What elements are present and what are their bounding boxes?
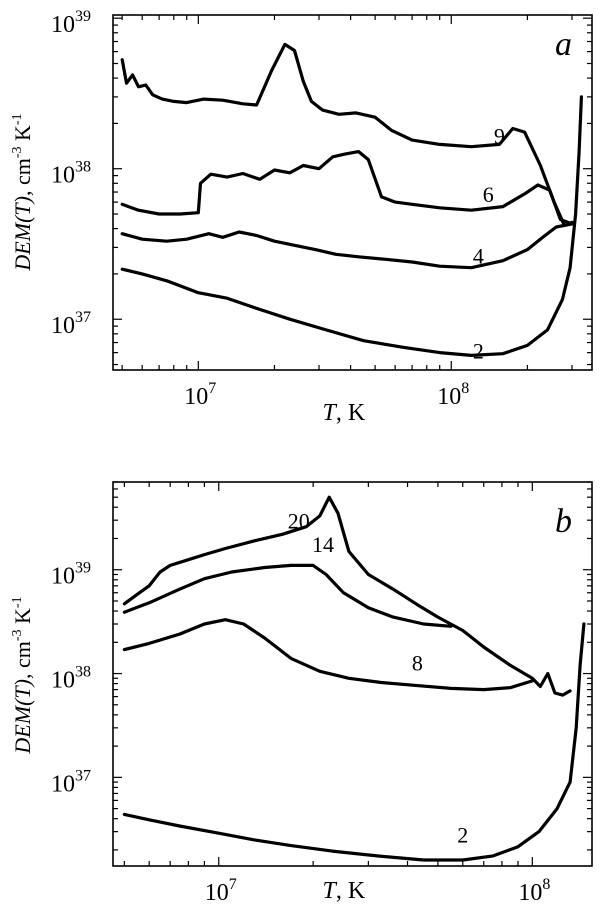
x-axis-title-symbol: T bbox=[323, 878, 338, 904]
x-tick-label: 107 bbox=[184, 380, 216, 410]
plot-frame bbox=[112, 14, 593, 371]
plot-frame bbox=[112, 481, 593, 867]
series-label-20: 20 bbox=[288, 508, 310, 533]
y-tick-label: 1037 bbox=[51, 309, 91, 339]
x-tick-label-base: 10 bbox=[205, 880, 229, 904]
x-tick-label: 108 bbox=[518, 876, 550, 904]
series-line-4 bbox=[120, 222, 574, 270]
y-tick-label-exponent: 37 bbox=[75, 767, 91, 784]
y-axis-title-symbol: DEM(T) bbox=[10, 679, 35, 755]
y-axis-title-exponent: -1 bbox=[10, 596, 25, 608]
y-tick-label: 1039 bbox=[51, 560, 91, 590]
series-line-2 bbox=[122, 622, 586, 862]
y-tick-label-exponent: 39 bbox=[75, 8, 91, 25]
series-label-2: 2 bbox=[457, 823, 468, 848]
x-axis-title-symbol: T bbox=[323, 400, 338, 426]
y-tick-label: 1038 bbox=[51, 664, 91, 694]
series-label-14: 14 bbox=[312, 532, 334, 557]
x-axis-title: T, K bbox=[323, 878, 366, 904]
y-axis-title-unit-k: K bbox=[10, 125, 35, 147]
y-axis-title-exponent: -1 bbox=[10, 113, 25, 125]
x-tick-label-exponent: 8 bbox=[461, 380, 469, 397]
x-axis-title-unit: , K bbox=[336, 878, 366, 904]
x-tick-label: 107 bbox=[205, 876, 237, 904]
y-axis-title-exponent: -3 bbox=[10, 146, 25, 158]
x-tick-label-base: 10 bbox=[437, 384, 461, 410]
y-tick-label: 1038 bbox=[51, 159, 91, 189]
x-tick-label: 108 bbox=[437, 380, 469, 410]
y-axis-title-unit: , cm bbox=[10, 641, 35, 679]
x-tick-label-base: 10 bbox=[184, 384, 208, 410]
series-line-2 bbox=[120, 95, 583, 357]
y-tick-label-base: 10 bbox=[51, 163, 75, 189]
series-label-4: 4 bbox=[473, 243, 484, 268]
series-line-20 bbox=[122, 495, 572, 697]
y-axis-title: DEM(T), cm-3 K-1 bbox=[10, 113, 35, 271]
series-line-14 bbox=[122, 563, 453, 628]
y-tick-label-exponent: 38 bbox=[75, 159, 91, 176]
y-tick-label-base: 10 bbox=[51, 12, 75, 38]
panel-letter: a bbox=[555, 26, 572, 63]
y-tick-label: 1039 bbox=[51, 8, 91, 38]
series-line-8 bbox=[122, 618, 534, 692]
series-line-6 bbox=[120, 150, 574, 226]
series-label-2: 2 bbox=[473, 338, 484, 363]
x-axis-title: T, K bbox=[323, 400, 366, 426]
series-line-9 bbox=[120, 42, 574, 227]
x-tick-label-base: 10 bbox=[518, 880, 542, 904]
y-tick-label-base: 10 bbox=[51, 564, 75, 590]
panel-letter: b bbox=[555, 503, 572, 540]
y-axis-title: DEM(T), cm-3 K-1 bbox=[10, 596, 35, 754]
y-axis-title-unit-k: K bbox=[10, 608, 35, 630]
y-axis-title-unit: , cm bbox=[10, 158, 35, 196]
x-tick-label-exponent: 8 bbox=[542, 876, 550, 893]
series-label-9: 9 bbox=[494, 124, 505, 149]
y-tick-label: 1037 bbox=[51, 767, 91, 797]
y-axis-title-exponent: -3 bbox=[10, 629, 25, 641]
y-tick-label-exponent: 39 bbox=[75, 560, 91, 577]
y-axis-title-symbol: DEM(T) bbox=[10, 196, 35, 272]
series-label-6: 6 bbox=[483, 182, 494, 207]
x-tick-label-exponent: 7 bbox=[208, 380, 216, 397]
y-tick-label-base: 10 bbox=[51, 313, 75, 339]
x-axis-title-unit: , K bbox=[336, 400, 366, 426]
y-tick-label-base: 10 bbox=[51, 771, 75, 797]
x-tick-label-exponent: 7 bbox=[229, 876, 237, 893]
series-label-8: 8 bbox=[412, 650, 423, 675]
y-tick-label-exponent: 37 bbox=[75, 309, 91, 326]
y-tick-label-base: 10 bbox=[51, 668, 75, 694]
y-tick-label-exponent: 38 bbox=[75, 664, 91, 681]
